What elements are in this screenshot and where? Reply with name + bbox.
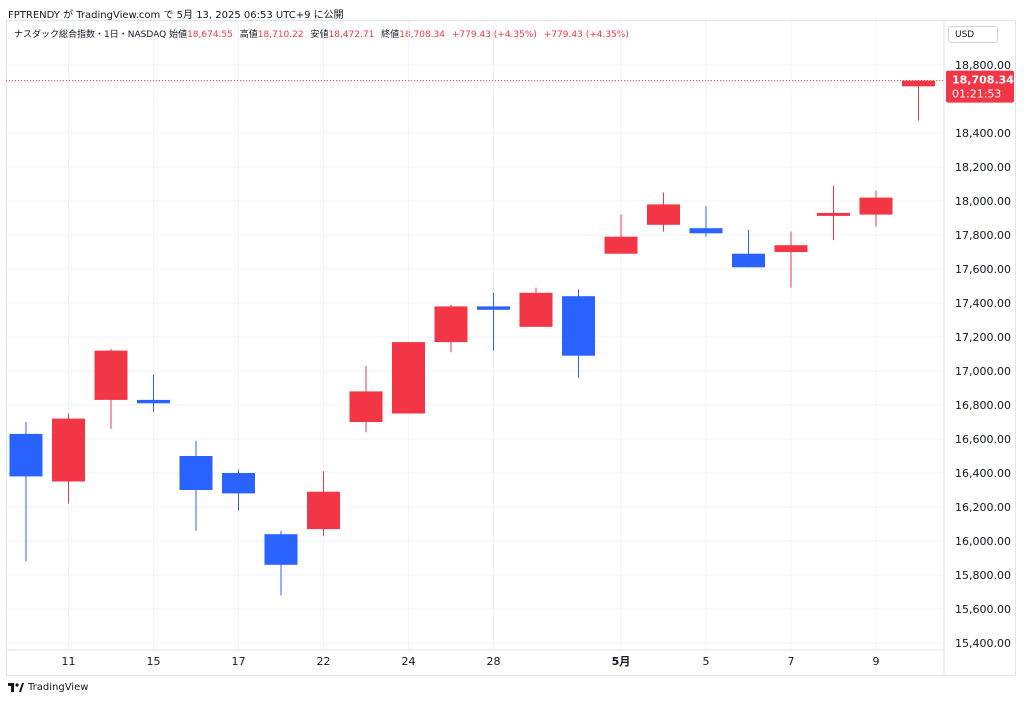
candle-body — [179, 456, 213, 490]
candle-body — [349, 391, 383, 422]
low-value: 18,472.71 — [328, 30, 375, 40]
candle-body — [817, 212, 850, 216]
y-tick-label: 16,000.00 — [955, 535, 1011, 548]
candle-body — [434, 306, 468, 343]
x-tick-label: 9 — [873, 655, 880, 668]
candle-body — [392, 342, 425, 414]
currency-selector[interactable]: USD — [948, 26, 998, 43]
chart-frame — [6, 20, 1016, 676]
candle-body — [647, 204, 680, 225]
x-tick-label: 5月 — [612, 655, 631, 668]
countdown-label: 01:21:53 — [952, 88, 1001, 101]
close-value: 18,708.34 — [399, 30, 445, 40]
candle-body — [477, 306, 510, 310]
last-price-label: 18,708.34 — [952, 74, 1014, 87]
y-tick-label: 17,600.00 — [955, 263, 1011, 276]
symbol-legend: ナスダック総合指数・1日・NASDAQ 始値18,674.55 高値18,710… — [14, 27, 633, 40]
y-tick-label: 15,400.00 — [955, 637, 1011, 650]
last-price-box — [946, 70, 1014, 103]
x-tick-label: 28 — [487, 655, 501, 668]
y-tick-label: 16,200.00 — [955, 501, 1011, 514]
x-tick-label: 11 — [62, 655, 76, 668]
candle-body — [604, 236, 638, 254]
candle-body — [222, 473, 255, 494]
candle-body — [689, 228, 723, 234]
candle-body — [732, 253, 765, 268]
candle-body — [307, 491, 340, 530]
y-tick-label: 18,400.00 — [955, 127, 1011, 140]
y-tick-label: 17,400.00 — [955, 297, 1011, 310]
publisher-line: FPTRENDY が TradingView.com で 5月 13, 2025… — [8, 10, 344, 21]
candle-body — [902, 80, 935, 87]
candle-body — [859, 197, 893, 215]
candle-body — [562, 296, 595, 356]
y-tick-label: 16,600.00 — [955, 433, 1011, 446]
x-tick-label: 5 — [703, 655, 710, 668]
close-label: 終値 — [381, 30, 400, 40]
x-tick-label: 15 — [147, 655, 161, 668]
tradingview-logo-icon — [8, 682, 24, 692]
y-tick-label: 17,800.00 — [955, 229, 1011, 242]
change-value-2: +779.43 (+4.35%) — [543, 30, 629, 40]
y-tick-label: 18,000.00 — [955, 195, 1011, 208]
candle-body — [52, 418, 85, 482]
tradingview-logo[interactable]: TradingView — [8, 682, 88, 693]
open-label: 始値 — [169, 30, 188, 40]
high-value: 18,710.22 — [257, 30, 304, 40]
x-tick-label: 22 — [317, 655, 331, 668]
y-tick-label: 18,200.00 — [955, 161, 1011, 174]
y-tick-label: 16,400.00 — [955, 467, 1011, 480]
y-tick-label: 16,800.00 — [955, 399, 1011, 412]
x-tick-label: 17 — [232, 655, 246, 668]
high-label: 高値 — [239, 30, 258, 40]
y-tick-label: 18,800.00 — [955, 59, 1011, 72]
change-value: +779.43 (+4.35%) — [451, 30, 537, 40]
x-tick-label: 24 — [402, 655, 416, 668]
symbol-name: ナスダック総合指数・1日・NASDAQ — [14, 30, 167, 40]
brand-name: TradingView — [28, 682, 89, 693]
y-tick-label: 15,800.00 — [955, 569, 1011, 582]
candle-body — [264, 534, 298, 565]
open-value: 18,674.55 — [187, 30, 233, 40]
low-label: 安値 — [310, 30, 329, 40]
y-tick-label: 15,600.00 — [955, 603, 1011, 616]
candle-body — [94, 350, 128, 400]
candle-body — [774, 245, 808, 252]
candle-body — [519, 292, 553, 327]
y-tick-label: 17,200.00 — [955, 331, 1011, 344]
y-tick-label: 17,000.00 — [955, 365, 1011, 378]
x-tick-label: 7 — [788, 655, 795, 668]
candle-body — [9, 433, 43, 477]
candle-body — [137, 399, 170, 404]
